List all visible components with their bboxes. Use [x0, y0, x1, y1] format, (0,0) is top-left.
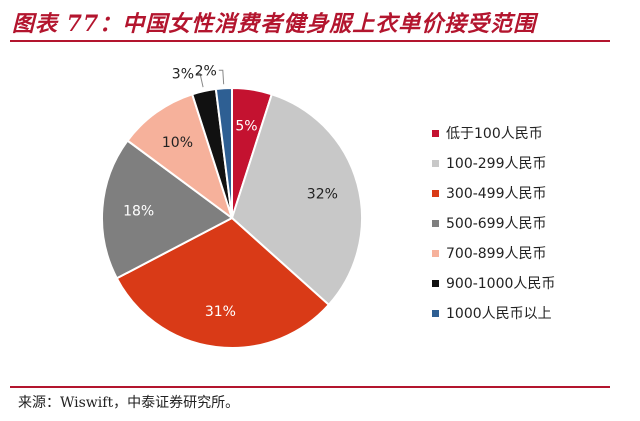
- pie-slice: [101, 139, 234, 280]
- legend-swatch: [432, 159, 439, 167]
- legend-item: 1000人民币以上: [432, 298, 555, 328]
- legend-label: 500-699人民币: [446, 216, 547, 232]
- leader-line: [196, 72, 204, 88]
- legend-label: 300-499人民币: [446, 186, 547, 202]
- legend-item: 900-1000人民币: [432, 268, 555, 298]
- source-note: 来源：Wiswift，中泰证券研究所。: [18, 395, 240, 411]
- legend-swatch: [432, 129, 439, 137]
- legend: 低于100人民币 100-299人民币 300-499人民币 500-699人民币 70…: [432, 118, 555, 328]
- legend-label: 700-899人民币: [446, 246, 547, 262]
- slice-value-label: 3%: [172, 66, 194, 82]
- pie-slice: [115, 216, 331, 349]
- pie-slice: [126, 92, 234, 221]
- legend-item: 500-699人民币: [432, 208, 555, 238]
- slice-value-label: 31%: [205, 304, 236, 320]
- slice-value-label: 10%: [162, 135, 193, 151]
- legend-item: 700-899人民币: [432, 238, 555, 268]
- legend-label: 1000人民币以上: [446, 306, 552, 322]
- slice-value-label: 2%: [195, 63, 217, 79]
- legend-label: 100-299人民币: [446, 156, 547, 172]
- slice-value-label: 18%: [123, 204, 154, 220]
- pie-slices: [101, 86, 363, 349]
- legend-swatch: [432, 189, 439, 197]
- legend-swatch: [432, 279, 439, 287]
- legend-label: 900-1000人民币: [446, 276, 556, 292]
- legend-swatch: [432, 249, 439, 257]
- title-divider: [10, 40, 610, 42]
- slice-value-label: 32%: [307, 187, 338, 203]
- legend-swatch: [432, 309, 439, 317]
- legend-swatch: [432, 219, 439, 227]
- leader-line: [218, 69, 225, 85]
- pie-labels: 5% 32% 31% 18% 10% 3% 2%: [123, 63, 338, 320]
- legend-label: 低于100人民币: [446, 126, 543, 142]
- pie-slice: [214, 86, 233, 219]
- source-divider: [10, 386, 610, 388]
- legend-item: 100-299人民币: [432, 148, 555, 178]
- legend-item: 低于100人民币: [432, 118, 555, 148]
- slice-value-label: 5%: [235, 119, 257, 135]
- chart-title: 图表 77：中国女性消费者健身服上衣单价接受范围: [12, 11, 537, 37]
- legend-item: 300-499人民币: [432, 178, 555, 208]
- pie-slice: [230, 92, 363, 307]
